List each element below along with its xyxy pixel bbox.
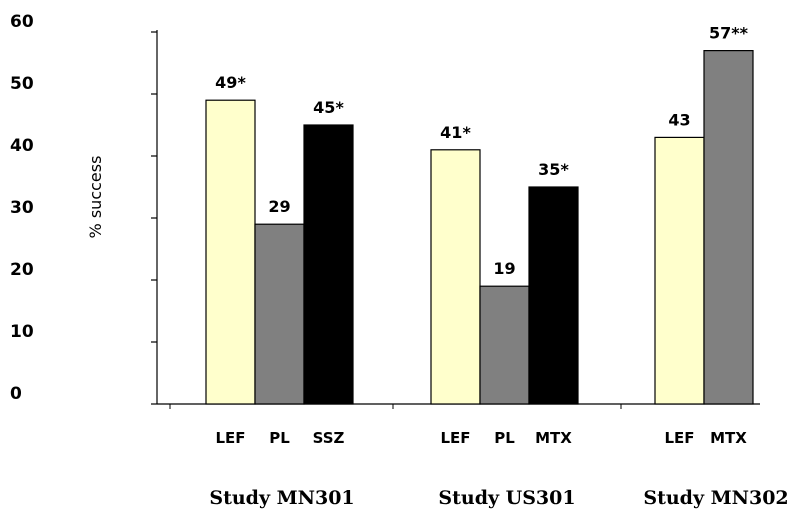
category-label: MTX xyxy=(710,429,747,447)
group-labels: Study MN301 Study US301 Study MN302 xyxy=(209,487,788,509)
category-label: LEF xyxy=(664,429,694,447)
value-label: 41* xyxy=(440,123,471,142)
value-label: 35* xyxy=(538,160,569,179)
bar-study-mn301-lef xyxy=(205,99,256,405)
category-label: MTX xyxy=(535,429,572,447)
category-label: LEF xyxy=(440,429,470,447)
bar-study-mn302-mtx xyxy=(703,49,754,405)
group-label: Study US301 xyxy=(438,487,575,509)
y-tick-label: 10 xyxy=(10,322,34,342)
bars xyxy=(205,49,754,405)
y-tick-label: 30 xyxy=(10,198,34,218)
category-label: PL xyxy=(494,429,515,447)
category-label: LEF xyxy=(215,429,245,447)
y-axis-label: % success xyxy=(86,156,105,239)
group-label: Study MN301 xyxy=(209,487,354,509)
value-label: 29 xyxy=(268,197,290,216)
value-label: 43 xyxy=(668,110,690,129)
value-label: 57** xyxy=(709,24,749,43)
bar-study-us301-mtx xyxy=(528,186,579,405)
bar-study-mn301-ssz xyxy=(303,124,354,405)
category-label: PL xyxy=(269,429,290,447)
bar-study-mn302-lef xyxy=(654,136,705,405)
category-label: SSZ xyxy=(313,429,345,447)
y-tick-label: 20 xyxy=(10,260,34,280)
y-tick-label: 60 xyxy=(10,12,34,32)
category-labels: LEF PL SSZ LEF PL MTX LEF MTX xyxy=(215,429,747,447)
value-label: 19 xyxy=(493,259,515,278)
value-label: 49* xyxy=(215,73,246,92)
value-labels: 49* 29 45* 41* 19 35* 43 57** xyxy=(215,24,748,279)
group-label: Study MN302 xyxy=(643,487,788,509)
value-label: 45* xyxy=(313,98,344,117)
y-axis-ticks: 0 10 20 30 40 50 60 xyxy=(10,12,157,405)
y-tick-label: 0 xyxy=(10,384,22,404)
bar-study-us301-lef xyxy=(430,149,481,405)
y-tick-label: 40 xyxy=(10,136,34,156)
y-tick-label: 50 xyxy=(10,74,34,94)
bar-study-us301-pl xyxy=(479,285,530,405)
bar-study-mn301-pl xyxy=(254,223,305,405)
